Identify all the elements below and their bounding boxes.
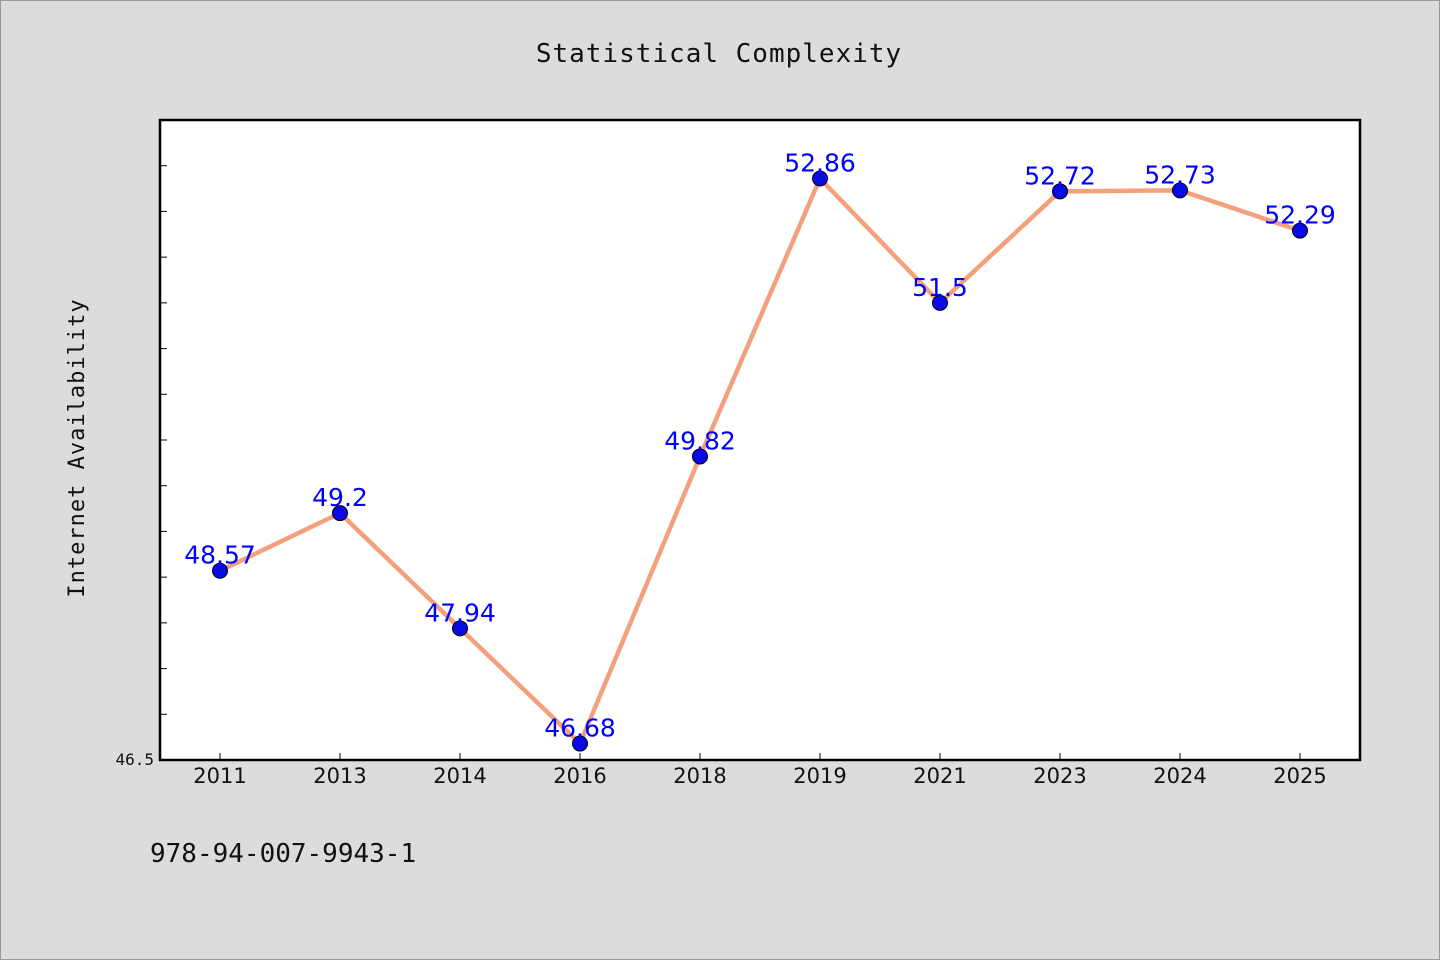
- data-label: 52.86: [784, 149, 856, 178]
- plot-area: [158, 118, 1362, 762]
- series-group: 48.57 49.2 47.94 46.68 49.82 52.86 51.5 52.72 52…: [184, 149, 1336, 752]
- chart-title: Statistical Complexity: [536, 39, 902, 69]
- data-point: [812, 170, 828, 187]
- data-point: [332, 505, 348, 522]
- data-point: [452, 620, 468, 637]
- x-tick-label: 2019: [793, 764, 846, 788]
- data-label: 49.2: [312, 483, 368, 512]
- data-point: [1292, 222, 1308, 239]
- y-tick-label: 46.5: [115, 750, 154, 769]
- y-axis-ticks: 46.5: [115, 119, 167, 769]
- data-label: 52.73: [1144, 160, 1216, 189]
- x-axis-ticks: 2011 2013 2014 2016 2018 2019 2021 2023 2024 2025: [193, 753, 1327, 788]
- data-label: 47.94: [424, 598, 496, 627]
- data-point: [212, 562, 228, 579]
- data-point: [692, 448, 708, 465]
- x-tick-label: 2024: [1153, 764, 1206, 788]
- data-point: [572, 735, 588, 752]
- footer-id-text: 978-94-007-9943-1: [150, 839, 416, 869]
- y-axis-label: Internet Availability: [65, 298, 90, 597]
- data-label: 49.82: [664, 426, 736, 455]
- series-line: [219, 176, 1301, 746]
- data-label: 51.5: [912, 273, 968, 302]
- data-label: 48.57: [184, 541, 256, 570]
- x-tick-label: 2018: [673, 764, 726, 788]
- data-label: 46.68: [544, 714, 616, 743]
- x-tick-label: 2016: [553, 764, 606, 788]
- data-point: [932, 294, 948, 311]
- x-tick-label: 2025: [1273, 764, 1326, 788]
- data-label: 52.29: [1264, 201, 1336, 230]
- data-point: [1172, 182, 1188, 199]
- data-label: 52.72: [1024, 161, 1096, 190]
- data-point: [1052, 183, 1068, 200]
- x-tick-label: 2014: [433, 764, 486, 788]
- x-tick-label: 2021: [913, 764, 966, 788]
- x-tick-label: 2013: [313, 764, 366, 788]
- x-tick-label: 2011: [193, 764, 246, 788]
- x-tick-label: 2023: [1033, 764, 1086, 788]
